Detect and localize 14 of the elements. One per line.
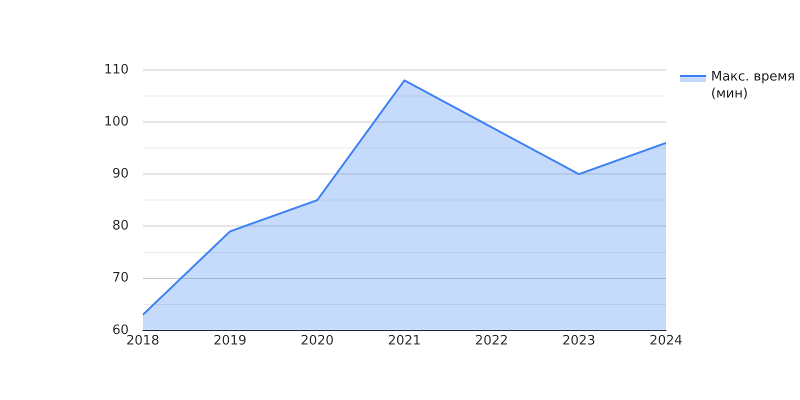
y-tick-label: 100 <box>104 114 129 130</box>
x-tick-label: 2021 <box>388 334 421 349</box>
x-tick-label: 2020 <box>300 334 334 349</box>
legend-label: Макс. время (мин) <box>711 69 795 102</box>
x-tick-label: 2022 <box>475 334 508 349</box>
x-tick-label: 2019 <box>213 334 247 349</box>
y-tick-label: 90 <box>112 166 129 182</box>
y-tick-label: 60 <box>112 322 129 338</box>
y-tick-label: 110 <box>104 62 129 78</box>
x-tick-label: 2018 <box>126 334 160 349</box>
y-tick-label: 70 <box>112 270 129 286</box>
x-tick-label: 2024 <box>649 334 683 349</box>
y-tick-label: 80 <box>112 218 129 234</box>
x-tick-label: 2023 <box>562 334 596 349</box>
